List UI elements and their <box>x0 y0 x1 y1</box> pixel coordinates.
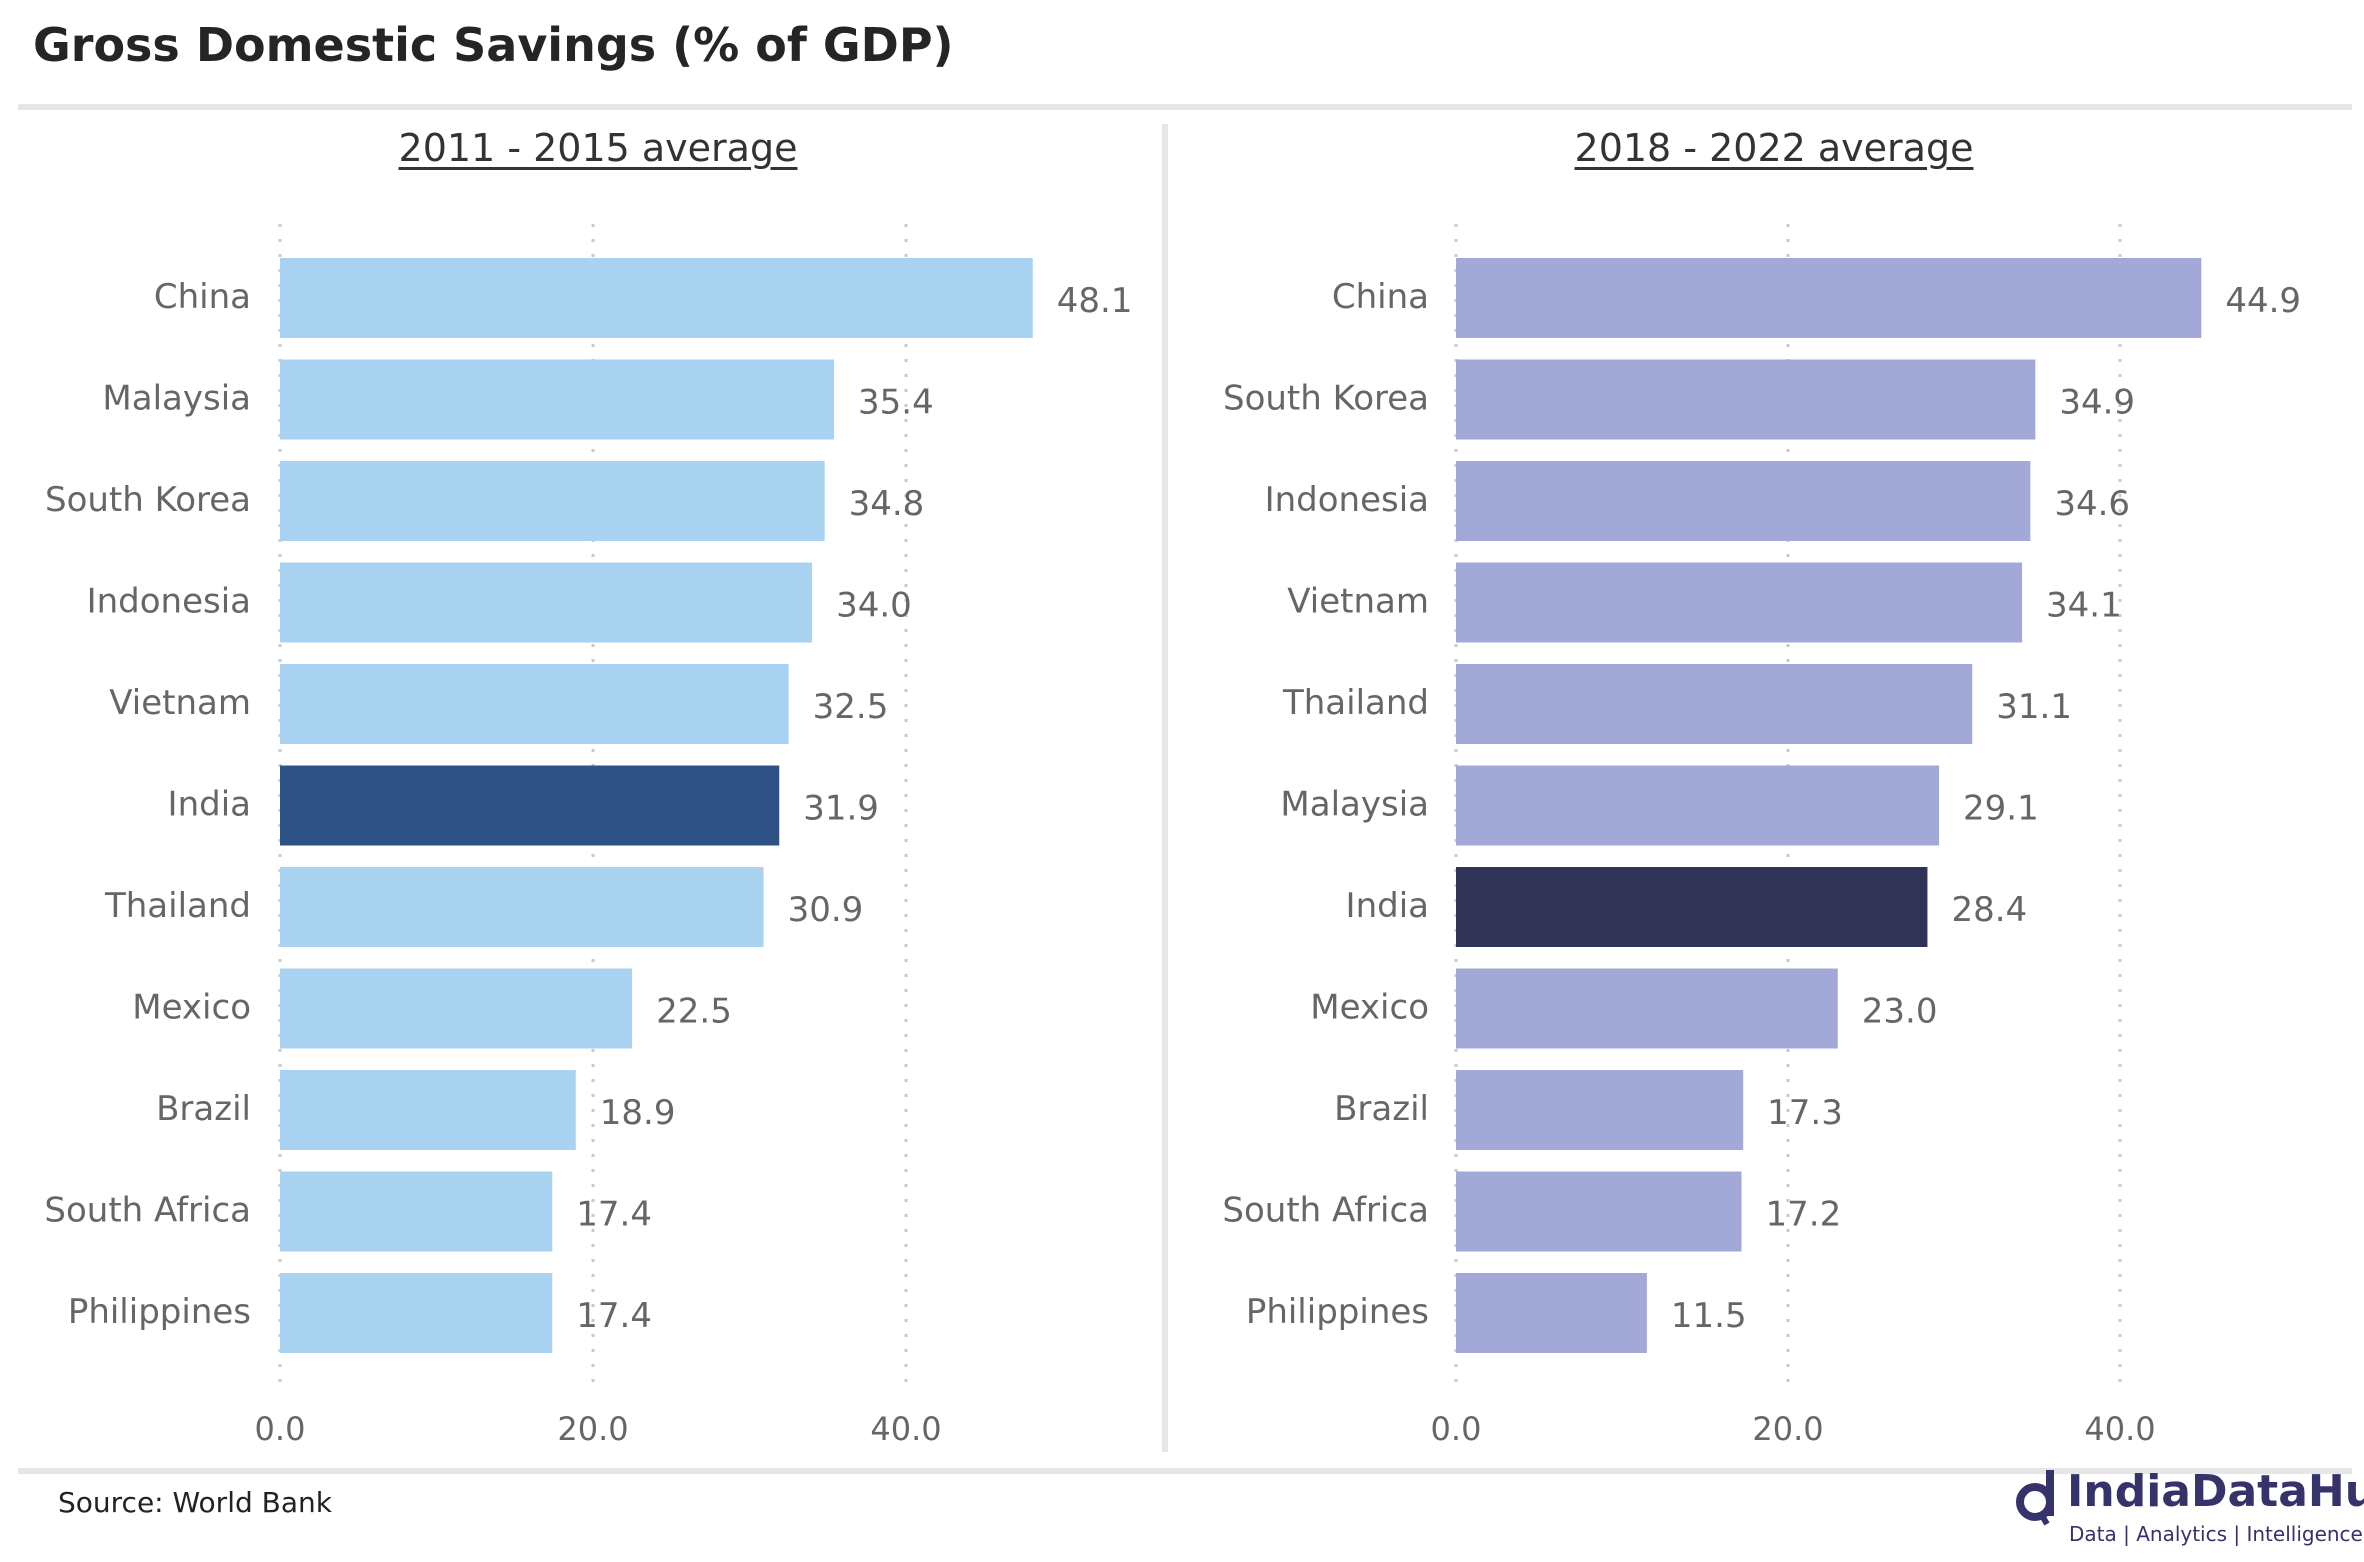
chart-title: Gross Domestic Savings (% of GDP) <box>33 18 954 72</box>
value-label: 44.9 <box>2225 281 2301 321</box>
bar-philippines <box>1456 1273 1647 1353</box>
panel-divider <box>1162 124 1168 1452</box>
category-label: Vietnam <box>1287 582 1429 622</box>
x-tick-label: 0.0 <box>1431 1410 1482 1448</box>
value-label: 11.5 <box>1671 1296 1747 1336</box>
bar-south-korea <box>280 461 825 541</box>
category-label: Mexico <box>132 988 251 1028</box>
category-label: South Africa <box>1222 1191 1429 1231</box>
bar-indonesia <box>1456 461 2031 541</box>
bar-india <box>1456 867 1928 947</box>
category-label: Malaysia <box>102 379 251 419</box>
value-label: 18.9 <box>600 1093 676 1133</box>
value-label: 31.9 <box>803 789 879 829</box>
logo-mark-icon <box>2016 1470 2054 1526</box>
x-tick-label: 20.0 <box>557 1410 628 1448</box>
bar-thailand <box>280 867 764 947</box>
bar-india <box>280 765 780 846</box>
top-divider <box>18 104 2352 110</box>
category-label: Mexico <box>1310 988 1429 1028</box>
bar-malaysia <box>1456 765 1940 846</box>
bottom-divider <box>18 1468 2352 1474</box>
category-label: South Africa <box>44 1191 251 1231</box>
value-label: 31.1 <box>1996 687 2072 727</box>
bar-china <box>1456 258 2202 338</box>
right-panel-title: 2018 - 2022 average <box>1574 126 1974 170</box>
bar-mexico <box>280 968 633 1049</box>
x-tick-label: 40.0 <box>2084 1410 2155 1448</box>
category-label: Thailand <box>1282 683 1429 723</box>
value-label: 17.4 <box>576 1296 652 1336</box>
x-tick-label: 0.0 <box>255 1410 306 1448</box>
category-label: Vietnam <box>109 683 251 723</box>
bar-brazil <box>1456 1070 1744 1150</box>
bar-vietnam <box>1456 562 2023 643</box>
category-label: South Korea <box>1223 379 1429 419</box>
bar-brazil <box>280 1070 576 1150</box>
category-label: South Korea <box>45 480 251 520</box>
category-label: Brazil <box>1334 1089 1429 1129</box>
category-label: Indonesia <box>1265 480 1429 520</box>
logo-name: IndiaDataHub <box>2067 1466 2364 1517</box>
left-panel-title: 2011 - 2015 average <box>398 126 798 170</box>
value-label: 17.3 <box>1767 1093 1843 1133</box>
category-label: Indonesia <box>87 582 251 622</box>
x-tick-label: 20.0 <box>1752 1410 1823 1448</box>
value-label: 34.0 <box>836 586 912 626</box>
value-label: 23.0 <box>1862 992 1938 1032</box>
value-label: 29.1 <box>1963 789 2039 829</box>
source-note: Source: World Bank <box>58 1486 332 1519</box>
value-label: 22.5 <box>656 992 732 1032</box>
bar-china <box>280 258 1033 338</box>
bar-mexico <box>1456 968 1838 1049</box>
bar-philippines <box>280 1273 553 1353</box>
value-label: 34.6 <box>2054 484 2130 524</box>
bar-malaysia <box>280 359 835 440</box>
category-label: Philippines <box>1246 1292 1429 1332</box>
bar-indonesia <box>280 562 813 643</box>
bar-vietnam <box>280 664 789 744</box>
value-label: 32.5 <box>813 687 889 727</box>
bar-south-africa <box>1456 1171 1742 1252</box>
logo-tagline: Data | Analytics | Intelligence <box>2069 1522 2363 1546</box>
category-label: India <box>1346 886 1429 926</box>
category-label: India <box>168 785 251 825</box>
category-label: Malaysia <box>1280 785 1429 825</box>
x-tick-label: 40.0 <box>870 1410 941 1448</box>
bar-south-africa <box>280 1171 553 1252</box>
category-label: Philippines <box>68 1292 251 1332</box>
category-label: Brazil <box>156 1089 251 1129</box>
value-label: 30.9 <box>788 890 864 930</box>
bar-thailand <box>1456 664 1973 744</box>
value-label: 35.4 <box>858 383 934 423</box>
bar-south-korea <box>1456 359 2036 440</box>
value-label: 17.4 <box>576 1195 652 1235</box>
value-label: 17.2 <box>1766 1195 1842 1235</box>
value-label: 34.9 <box>2059 383 2135 423</box>
value-label: 28.4 <box>1951 890 2027 930</box>
value-label: 34.1 <box>2046 586 2122 626</box>
category-label: China <box>1332 277 1429 317</box>
value-label: 34.8 <box>849 484 925 524</box>
category-label: China <box>154 277 251 317</box>
category-label: Thailand <box>104 886 251 926</box>
value-label: 48.1 <box>1057 281 1133 321</box>
